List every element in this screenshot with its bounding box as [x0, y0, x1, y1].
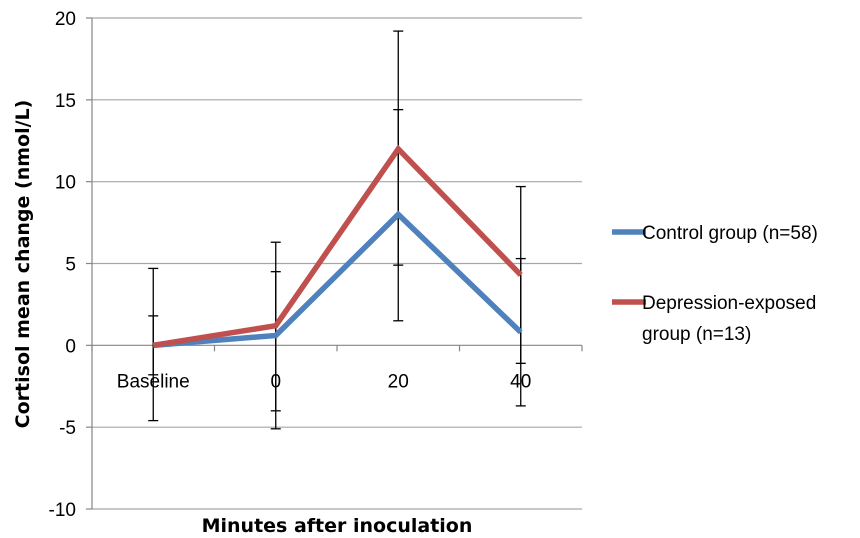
y-tick-label: 5: [65, 255, 76, 276]
gridlines: [92, 17, 582, 510]
series-line-control: [153, 210, 523, 349]
series-line-depression-exposed: [152, 144, 523, 349]
y-tick-label: 15: [55, 91, 76, 112]
y-axis-title: Cortisol mean change (nmol/L): [12, 100, 34, 429]
legend-label: Depression-exposed: [642, 293, 816, 314]
y-tick-labels: -10 -5 0 5 10 15 20: [49, 9, 76, 521]
y-tick-label: -10: [49, 500, 76, 521]
x-tick-label: 20: [388, 371, 409, 392]
x-axis-title: Minutes after inoculation: [202, 515, 473, 537]
y-tick-label: -5: [59, 418, 76, 439]
series-lines: [152, 144, 523, 349]
legend-label: Control group (n=58): [642, 223, 818, 244]
y-tick-label: 20: [55, 9, 76, 30]
y-tick-label: 0: [65, 336, 76, 357]
x-tick-labels: Baseline 0 20 40: [117, 371, 532, 392]
y-tick-label: 10: [55, 173, 76, 194]
legend-label: group (n=13): [642, 324, 751, 345]
legend: Control group (n=58) Depression-exposed gr…: [612, 223, 818, 345]
error-bars: [148, 30, 526, 430]
